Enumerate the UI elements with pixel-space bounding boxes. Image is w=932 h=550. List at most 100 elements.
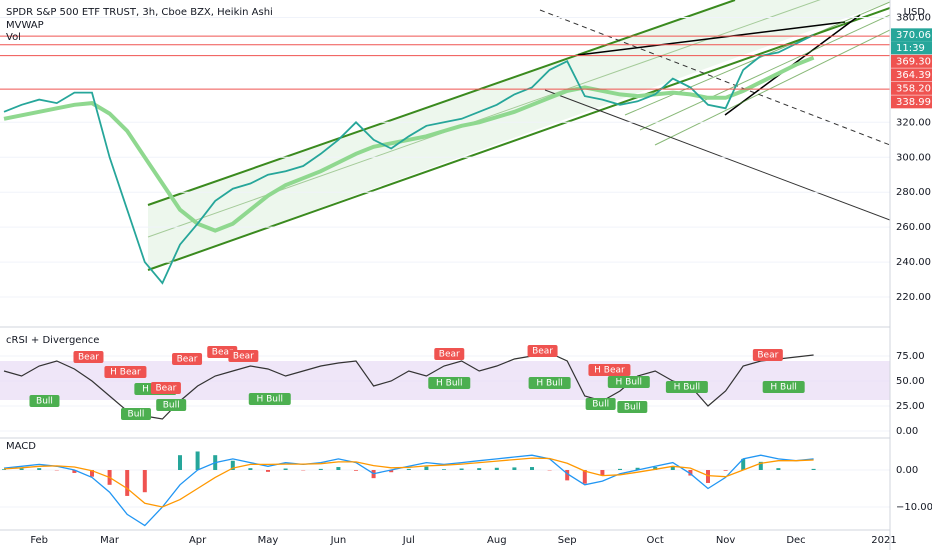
price-tag-label: 11:39 [896,43,925,54]
wedge-top [577,21,846,56]
y-tick-label: 75.00 [896,351,925,362]
y-tick-label: 240.00 [896,257,931,268]
histogram-bar [565,470,570,481]
signal-label: Bull [163,401,180,411]
histogram-bar [688,470,693,476]
histogram-bar [37,468,42,470]
histogram-bar [741,458,746,470]
y-tick-label: 300.00 [896,152,931,163]
price-tag-label: 364.39 [896,70,931,81]
signal-label: H Bear [110,368,141,378]
x-tick-label: Sep [558,535,577,546]
signal-box [172,353,203,365]
signal-box [588,364,631,376]
x-tick-label: Apr [189,535,207,546]
signal-box [434,348,465,360]
signal-box [528,377,571,389]
signal-label: Bear [78,353,99,363]
histogram-bar [600,470,605,476]
indicator-line [3,457,814,508]
y-tick-label: 220.00 [896,292,931,303]
signal-label: Bear [439,350,460,360]
histogram-bar [230,460,235,470]
pane-title: cRSI + Divergence [6,335,99,346]
histogram-bar [354,470,358,471]
signal-box [428,377,471,389]
x-tick-label: Nov [716,535,736,546]
y-tick-label: 0.00 [896,465,918,476]
histogram-bar [318,468,323,470]
trend-line [544,89,891,221]
price-tag-label: 369.30 [896,56,931,67]
histogram-bar [442,469,446,470]
histogram-bar [424,466,429,470]
signal-label: Bull [592,400,609,410]
x-tick-label: Jul [402,535,415,546]
y-tick-label: 320.00 [896,117,931,128]
signal-label: H Bull [770,383,797,393]
signal-label: H Bull [674,383,701,393]
histogram-bar [811,468,816,470]
channel-fill [148,0,890,270]
histogram-bar [178,455,182,470]
histogram-bar [19,468,24,470]
histogram-bar [125,470,130,496]
signal-box [585,398,616,410]
histogram-bar [283,468,288,470]
signal-box [156,399,187,411]
signal-label: Bull [36,397,53,407]
signal-box [607,376,650,388]
signal-label: Bear [233,352,254,362]
signal-box [29,395,60,407]
x-tick-label: Jun [330,535,347,546]
histogram-bar [776,468,781,470]
histogram-bar [2,469,6,470]
volume-label: Vol [6,32,21,43]
price-tag-label: 370.06 [896,30,931,41]
price-tag-label: 358.20 [896,83,931,94]
histogram-bar [389,470,394,473]
y-tick-label: 280.00 [896,187,931,198]
legend-entry: MVWAP [6,20,44,31]
signal-box [752,349,783,361]
histogram-bar [512,467,517,470]
histogram-bar [90,470,94,477]
signal-label: Bear [757,351,778,361]
chart-title: SPDR S&P 500 ETF TRUST, 3h, Cboe BZX, He… [6,7,273,18]
signal-label: Bull [624,403,641,413]
histogram-bar [618,468,622,470]
histogram-bar [653,467,658,470]
fan-line [639,14,891,131]
x-tick-label: Mar [100,535,120,546]
y-tick-label: 380.00 [896,12,931,23]
histogram-bar [582,470,587,484]
price-line [3,34,815,285]
histogram-bar [530,467,534,470]
histogram-bar [706,470,710,483]
signal-label: Bear [177,355,198,365]
y-tick-label: 260.00 [896,222,931,233]
histogram-bar [723,470,728,471]
signal-box [73,351,104,363]
fan-line [654,29,891,146]
histogram-bar [336,467,341,470]
signal-box [527,345,558,357]
signal-box [121,408,151,420]
x-tick-label: Oct [647,535,664,546]
signal-label: Bear [532,347,553,357]
price-tag [891,54,932,68]
x-tick-label: Feb [30,535,48,546]
signal-label: Bear [155,384,176,394]
signal-box [228,350,259,362]
signal-label: H Bull [257,395,284,405]
signal-label: H Bull [616,378,643,388]
y-tick-label: 25.00 [896,401,925,412]
signal-box [617,401,648,413]
x-tick-label: Dec [786,535,805,546]
histogram-bar [195,451,200,470]
x-tick-label: 2021 [871,535,896,546]
y-tick-label: −10.00 [896,502,932,513]
signal-label: Bear [212,348,233,358]
currency: USD [904,7,926,18]
